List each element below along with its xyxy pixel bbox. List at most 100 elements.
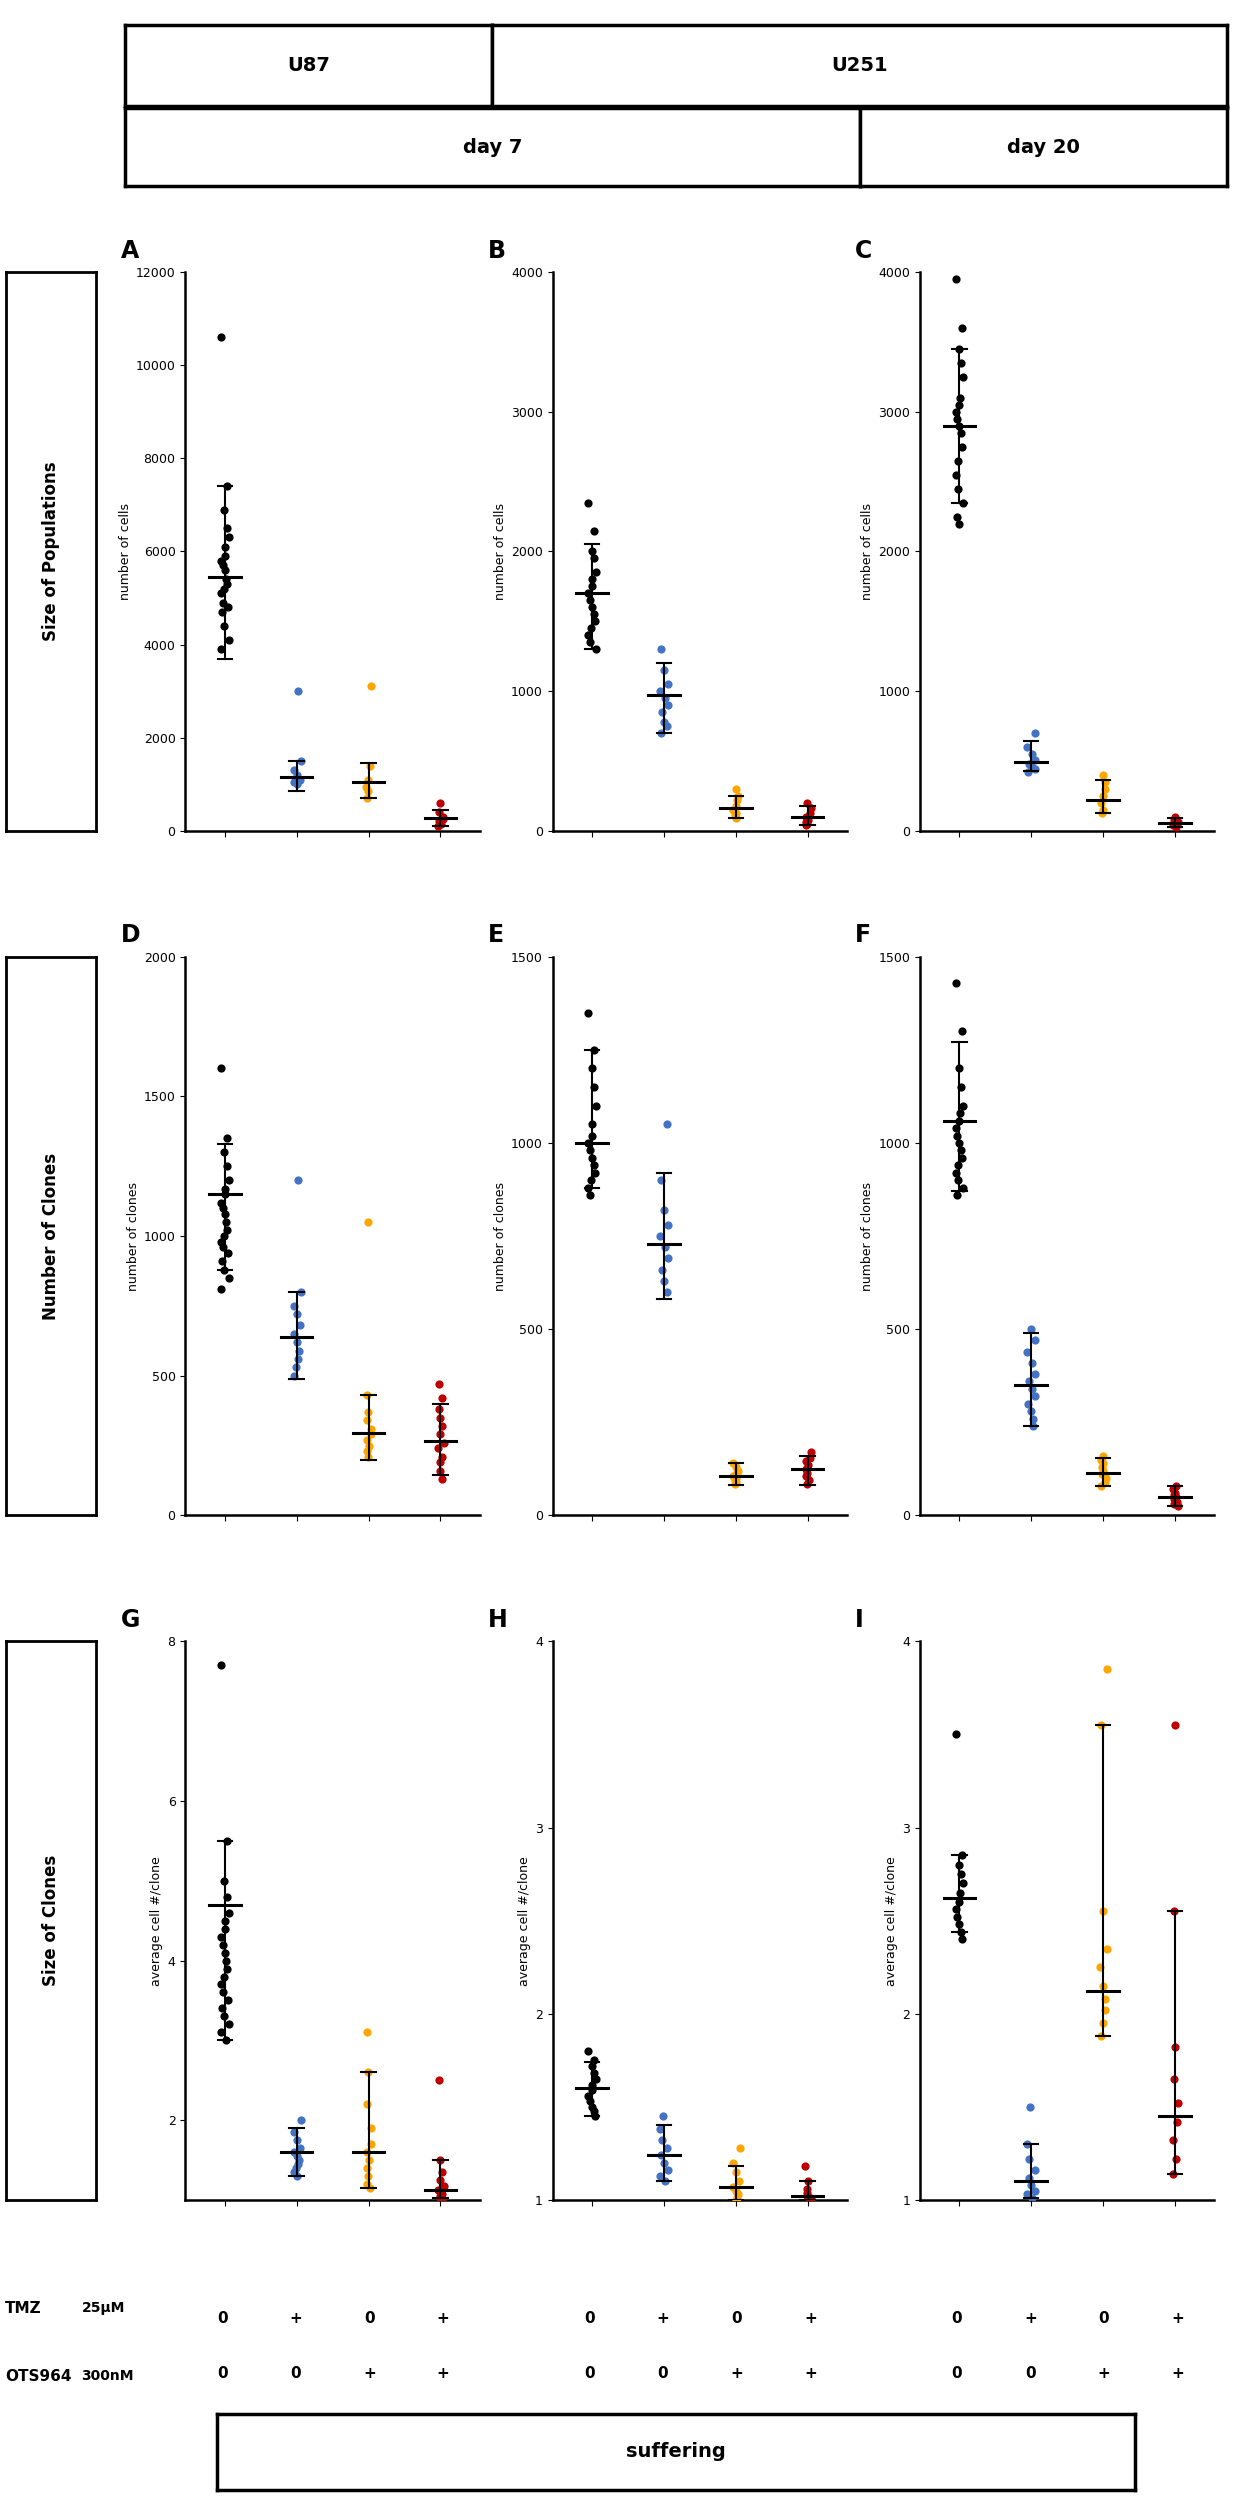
Point bbox=[1167, 1477, 1187, 1517]
Point bbox=[213, 1227, 233, 1268]
Point bbox=[357, 2132, 377, 2172]
Point bbox=[650, 1215, 670, 1255]
Point bbox=[948, 441, 968, 481]
Point bbox=[949, 1048, 969, 1089]
Point bbox=[1093, 776, 1113, 816]
Point bbox=[798, 2172, 818, 2213]
Text: U251: U251 bbox=[831, 55, 888, 76]
Point bbox=[1020, 1308, 1040, 1348]
Point bbox=[217, 509, 237, 549]
Point bbox=[213, 544, 233, 585]
Y-axis label: number of clones: number of clones bbox=[861, 1182, 874, 1290]
Point bbox=[726, 1462, 746, 1502]
Point bbox=[284, 1356, 304, 1396]
Text: 0: 0 bbox=[1025, 2366, 1035, 2381]
Point bbox=[585, 2097, 605, 2137]
Point bbox=[1097, 1648, 1117, 1688]
Point bbox=[359, 2139, 379, 2180]
Point bbox=[796, 1464, 816, 1504]
Point bbox=[796, 796, 816, 837]
Point bbox=[1090, 1439, 1111, 1479]
Text: G: G bbox=[120, 1608, 140, 1633]
Point bbox=[580, 622, 600, 663]
Point bbox=[219, 1893, 239, 1933]
Point bbox=[358, 1391, 378, 1431]
Point bbox=[219, 1159, 239, 1200]
Point bbox=[290, 759, 310, 799]
Point bbox=[212, 1182, 232, 1222]
Point bbox=[289, 2139, 309, 2180]
Point bbox=[1017, 2175, 1037, 2215]
Point bbox=[1090, 2016, 1111, 2056]
Point bbox=[1022, 2177, 1042, 2218]
Point bbox=[213, 1988, 233, 2029]
Point bbox=[215, 1194, 235, 1235]
Point bbox=[362, 1409, 382, 1449]
Text: +: + bbox=[437, 2366, 449, 2381]
Point bbox=[1093, 756, 1113, 796]
Point bbox=[651, 693, 671, 733]
Point bbox=[1164, 799, 1184, 839]
Point bbox=[215, 1174, 235, 1215]
Point bbox=[217, 1202, 237, 1242]
Point bbox=[651, 1250, 671, 1290]
Point bbox=[1164, 1706, 1184, 1746]
Point bbox=[1093, 1966, 1113, 2006]
Text: B: B bbox=[488, 239, 506, 262]
Point bbox=[215, 537, 235, 577]
Text: H: H bbox=[488, 1608, 507, 1633]
Point bbox=[581, 607, 601, 648]
Point bbox=[586, 630, 606, 670]
Point bbox=[429, 1389, 449, 1429]
Point bbox=[361, 2124, 381, 2165]
Y-axis label: number of cells: number of cells bbox=[493, 504, 507, 600]
Point bbox=[947, 496, 967, 537]
Text: E: E bbox=[488, 922, 503, 948]
Point bbox=[1167, 1482, 1187, 1522]
Text: 0: 0 bbox=[364, 2311, 374, 2326]
Point bbox=[657, 1104, 677, 1144]
Point bbox=[949, 386, 969, 426]
Point bbox=[582, 2069, 602, 2109]
Point bbox=[657, 706, 677, 746]
Point bbox=[949, 1124, 969, 1164]
Point bbox=[1094, 769, 1114, 809]
Point bbox=[212, 1646, 232, 1686]
Point bbox=[213, 582, 233, 622]
Point bbox=[213, 592, 233, 633]
Point bbox=[1092, 1446, 1112, 1487]
Point bbox=[1020, 2165, 1040, 2205]
Point bbox=[578, 1167, 598, 1207]
Point bbox=[1093, 2003, 1113, 2044]
Point bbox=[1022, 746, 1042, 786]
Point bbox=[949, 504, 969, 544]
Point bbox=[1164, 2026, 1184, 2066]
Point bbox=[219, 517, 239, 557]
Point bbox=[950, 1913, 970, 1953]
Point bbox=[585, 2041, 605, 2082]
Point bbox=[1017, 1331, 1037, 1371]
Y-axis label: number of cells: number of cells bbox=[861, 504, 874, 600]
Point bbox=[357, 2165, 377, 2205]
Point bbox=[949, 1101, 969, 1142]
Point bbox=[212, 1915, 232, 1956]
Point bbox=[429, 2061, 449, 2102]
Point bbox=[952, 1011, 972, 1051]
Point bbox=[724, 2142, 744, 2182]
Point bbox=[432, 1378, 452, 1419]
Point bbox=[214, 570, 234, 610]
Point bbox=[581, 532, 601, 572]
Point bbox=[284, 2112, 304, 2152]
Point bbox=[217, 1940, 237, 1981]
Point bbox=[218, 587, 238, 627]
Point bbox=[287, 756, 307, 796]
Point bbox=[358, 1202, 378, 1242]
Point bbox=[357, 1376, 377, 1416]
Point bbox=[952, 1066, 972, 1106]
Point bbox=[357, 2011, 377, 2051]
Point bbox=[210, 1270, 230, 1310]
Text: A: A bbox=[120, 239, 139, 262]
Point bbox=[1167, 2102, 1187, 2142]
Point bbox=[796, 1449, 816, 1489]
Y-axis label: number of cells: number of cells bbox=[119, 504, 131, 600]
